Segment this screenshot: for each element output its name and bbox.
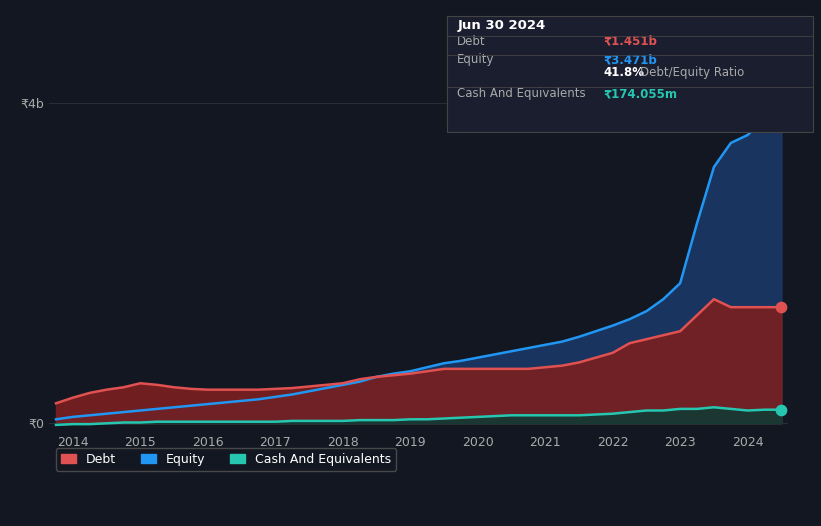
- Point: [775, 95, 788, 103]
- Legend: Debt, Equity, Cash And Equivalents: Debt, Equity, Cash And Equivalents: [56, 448, 397, 471]
- Text: Equity: Equity: [457, 53, 495, 66]
- Text: Cash And Equivalents: Cash And Equivalents: [457, 87, 586, 100]
- Point: [775, 303, 788, 311]
- Text: ₹174.055m: ₹174.055m: [603, 87, 677, 100]
- Text: Debt/Equity Ratio: Debt/Equity Ratio: [640, 66, 745, 79]
- Text: Debt: Debt: [457, 35, 486, 48]
- Text: ₹3.471b: ₹3.471b: [603, 53, 657, 66]
- Text: ₹1.451b: ₹1.451b: [603, 35, 658, 48]
- Point: [775, 406, 788, 414]
- Text: Jun 30 2024: Jun 30 2024: [457, 19, 545, 32]
- Text: 41.8%: 41.8%: [603, 66, 644, 79]
